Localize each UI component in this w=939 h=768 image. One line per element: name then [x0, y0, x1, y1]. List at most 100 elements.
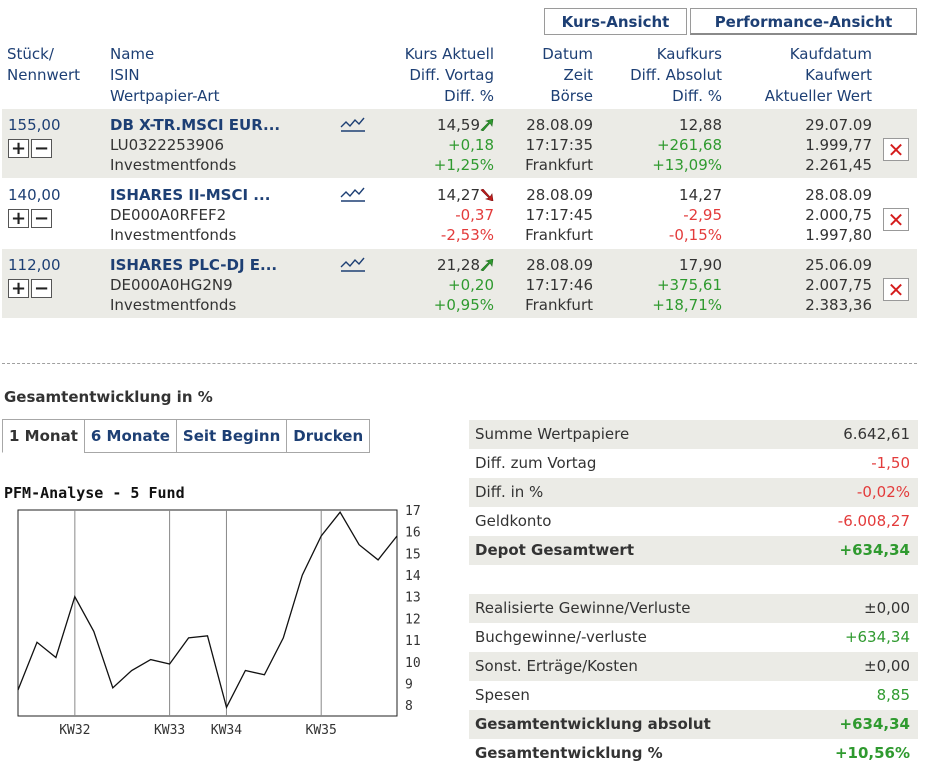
y-tick-label: 17 — [405, 504, 420, 519]
y-tick-label: 12 — [405, 612, 420, 627]
header-label: Kaufkurs — [656, 45, 722, 63]
trend-up-icon — [480, 118, 494, 132]
chart-title: PFM-Analyse - 5 Fund — [4, 484, 185, 502]
current-price: 14,59 — [437, 116, 480, 134]
summary-value: ±0,00 — [864, 657, 910, 675]
security-type: Investmentfonds — [110, 156, 237, 174]
delete-position-button[interactable]: ✕ — [883, 208, 909, 231]
y-tick-label: 9 — [405, 677, 413, 692]
summary-panel: Summe Wertpapiere 6.642,61 Diff. zum Vor… — [469, 420, 918, 768]
date-cell: 28.08.09 17:17:46 Frankfurt — [500, 255, 593, 315]
summary-value: +634,34 — [839, 715, 910, 733]
exchange: Frankfurt — [525, 156, 593, 174]
position-row: 155,00 + − DB X-TR.MSCI EUR... LU0322253… — [2, 109, 917, 178]
qty-controls: + − — [8, 139, 54, 158]
y-tick-label: 13 — [405, 591, 420, 606]
qty-controls: + − — [8, 209, 54, 228]
y-tick-label: 15 — [405, 547, 420, 562]
security-name-link[interactable]: DB X-TR.MSCI EUR... — [110, 116, 281, 134]
y-tick-label: 14 — [405, 569, 420, 584]
price-cell: 14,27 -0,37 -2,53% — [362, 185, 494, 245]
date-cell: 28.08.09 17:17:35 Frankfurt — [500, 115, 593, 175]
diff-previous-day: -0,37 — [455, 206, 494, 224]
summary-row: Diff. in % -0,02% — [469, 478, 918, 507]
exchange: Frankfurt — [525, 296, 593, 314]
header-label: Diff. % — [444, 87, 494, 105]
divider — [2, 363, 917, 364]
current-price: 21,28 — [437, 256, 480, 274]
increase-button[interactable]: + — [8, 209, 29, 228]
x-tick-label: KW33 — [154, 723, 185, 738]
quote-date: 28.08.09 — [526, 186, 593, 204]
header-label: Wertpapier-Art — [110, 87, 220, 105]
buyprice-cell: 14,27 -2,95 -0,15% — [600, 185, 722, 245]
qty-controls: + − — [8, 279, 54, 298]
buy-price: 14,27 — [679, 186, 722, 204]
header-label: Zeit — [563, 66, 593, 84]
quantity: 140,00 — [8, 186, 61, 204]
tab-seit-beginn[interactable]: Seit Beginn — [175, 419, 288, 453]
quote-time: 17:17:35 — [525, 136, 593, 154]
tab-6-monate[interactable]: 6 Monate — [83, 419, 177, 453]
delete-position-button[interactable]: ✕ — [883, 138, 909, 161]
quote-date: 28.08.09 — [526, 116, 593, 134]
header-label: Diff. % — [672, 87, 722, 105]
chart-link-icon[interactable] — [340, 257, 366, 273]
diff-absolute: -2,95 — [683, 206, 722, 224]
name-cell: DB X-TR.MSCI EUR... LU0322253906 Investm… — [110, 115, 280, 175]
summary-value: -6.008,27 — [837, 512, 910, 530]
buyprice-cell: 17,90 +375,61 +18,71% — [600, 255, 722, 315]
performance-chart: KW32 KW33 KW34 KW35 8 9 10 11 12 13 14 15 16 17 — [17, 504, 420, 738]
decrease-button[interactable]: − — [31, 209, 52, 228]
y-tick-label: 8 — [405, 699, 413, 714]
summary-value: +634,34 — [844, 628, 910, 646]
current-price-line: 14,59 — [362, 115, 494, 135]
current-value: 2.383,36 — [805, 296, 872, 314]
tab-kurs-ansicht[interactable]: Kurs-Ansicht — [544, 8, 687, 35]
trend-down-icon — [480, 188, 494, 202]
summary-value: +634,34 — [839, 541, 910, 559]
tab-performance-ansicht[interactable]: Performance-Ansicht — [690, 8, 917, 35]
summary-label: Buchgewinne/-verluste — [475, 628, 647, 646]
header-date: Datum Zeit Börse — [500, 44, 593, 107]
tab-1-monat[interactable]: 1 Monat — [2, 419, 85, 453]
summary-label: Gesamtentwicklung % — [475, 744, 663, 762]
summary-value: -0,02% — [856, 483, 910, 501]
drucken-button[interactable]: Drucken — [286, 419, 371, 453]
quote-time: 17:17:45 — [525, 206, 593, 224]
summary-label: Summe Wertpapiere — [475, 425, 630, 443]
plot-area — [17, 509, 398, 717]
header-label: Diff. Absolut — [630, 66, 722, 84]
x-tick-label: KW32 — [59, 723, 90, 738]
summary-row: Diff. zum Vortag -1,50 — [469, 449, 918, 478]
summary-label: Diff. in % — [475, 483, 544, 501]
decrease-button[interactable]: − — [31, 279, 52, 298]
series-line — [17, 511, 398, 710]
increase-button[interactable]: + — [8, 279, 29, 298]
diff-percent: -0,15% — [668, 226, 722, 244]
name-cell: ISHARES PLC-DJ E... DE000A0HG2N9 Investm… — [110, 255, 277, 315]
quote-date: 28.08.09 — [526, 256, 593, 274]
buy-date: 25.06.09 — [805, 256, 872, 274]
current-price-line: 14,27 — [362, 185, 494, 205]
summary-value: -1,50 — [871, 454, 910, 472]
summary-row: Summe Wertpapiere 6.642,61 — [469, 420, 918, 449]
quote-time: 17:17:46 — [525, 276, 593, 294]
chart-link-icon[interactable] — [340, 117, 366, 133]
summary-row: Depot Gesamtwert +634,34 — [469, 536, 918, 565]
buy-price: 12,88 — [679, 116, 722, 134]
diff-previous-day-percent: +1,25% — [433, 156, 494, 174]
y-tick-label: 10 — [405, 656, 420, 671]
summary-label: Diff. zum Vortag — [475, 454, 597, 472]
diff-previous-day-percent: +0,95% — [433, 296, 494, 314]
increase-button[interactable]: + — [8, 139, 29, 158]
security-name-link[interactable]: ISHARES II-MSCI ... — [110, 186, 271, 204]
delete-position-button[interactable]: ✕ — [883, 278, 909, 301]
security-name-link[interactable]: ISHARES PLC-DJ E... — [110, 256, 278, 274]
quantity: 155,00 — [8, 116, 61, 134]
exchange: Frankfurt — [525, 226, 593, 244]
position-row: 112,00 + − ISHARES PLC-DJ E... DE000A0HG… — [2, 249, 917, 318]
decrease-button[interactable]: − — [31, 139, 52, 158]
chart-link-icon[interactable] — [340, 187, 366, 203]
summary-row: Realisierte Gewinne/Verluste ±0,00 — [469, 594, 918, 623]
